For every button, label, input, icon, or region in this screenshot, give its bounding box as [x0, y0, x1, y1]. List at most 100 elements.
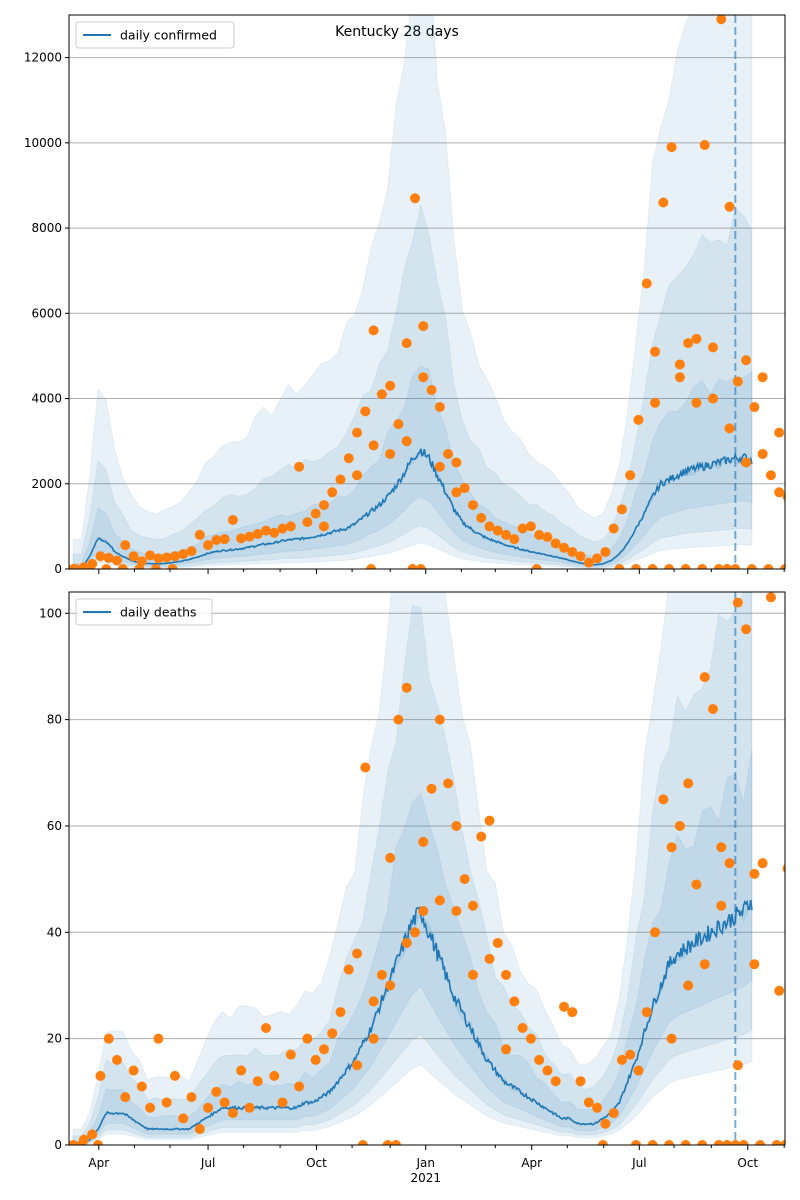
- y-tick-label: 40: [47, 925, 62, 939]
- observed-point: [393, 419, 404, 430]
- observed-point: [285, 521, 296, 532]
- observed-point: [534, 529, 545, 540]
- observed-point: [294, 1081, 305, 1092]
- observed-point: [327, 487, 338, 498]
- axes-frame: [68, 591, 786, 1146]
- deaths-panel: 0 20 40 60 80 100 Apr Jul Oct Jan Apr Jul Oct 2021 dai…: [39, 591, 786, 1185]
- observed-point: [87, 558, 98, 569]
- observed-point: [269, 1070, 280, 1081]
- observed-point: [178, 549, 189, 560]
- observed-point: [418, 372, 429, 383]
- observed-point: [236, 533, 247, 544]
- observed-point: [376, 969, 387, 980]
- observed-point: [749, 868, 760, 879]
- x-tick-label: Jul: [200, 1156, 215, 1170]
- observed-point: [318, 521, 329, 532]
- observed-point: [525, 1033, 536, 1044]
- legend: daily deaths: [75, 598, 213, 626]
- observed-point: [418, 906, 429, 917]
- observed-point: [757, 858, 768, 869]
- observed-point-zero: [680, 1140, 691, 1145]
- observed-point-zero: [730, 1140, 741, 1145]
- observed-point: [765, 592, 776, 603]
- observed-point: [732, 597, 743, 608]
- observed-point: [227, 1108, 238, 1119]
- y-tick-label: 20: [47, 1032, 62, 1046]
- observed-point: [227, 514, 238, 525]
- observed-point: [211, 1086, 222, 1097]
- uncertainty-band-0: [72, 592, 753, 1145]
- observed-point: [774, 427, 785, 438]
- observed-point: [368, 996, 379, 1007]
- median-line: [73, 899, 753, 1145]
- observed-point: [261, 1023, 272, 1034]
- observed-point: [426, 385, 437, 396]
- observed-point-zero: [664, 564, 675, 569]
- observed-point: [368, 325, 379, 336]
- observed-point: [318, 1044, 329, 1055]
- observed-point: [641, 278, 652, 289]
- observed-point: [567, 1007, 578, 1018]
- observed-point: [616, 504, 627, 515]
- observed-point: [434, 402, 445, 413]
- observed-point-zero: [647, 1140, 658, 1145]
- observed-point: [501, 529, 512, 540]
- observed-point: [583, 1097, 594, 1108]
- observed-point: [716, 900, 727, 911]
- observed-point: [592, 553, 603, 564]
- observed-point-zero: [382, 1140, 393, 1145]
- observed-point: [352, 1060, 363, 1071]
- observed-point: [153, 1033, 164, 1044]
- observed-point: [732, 1060, 743, 1071]
- observed-point: [674, 359, 685, 370]
- observed-point: [501, 969, 512, 980]
- observed-point-zero: [780, 1140, 785, 1145]
- observed-point: [269, 527, 280, 538]
- y-tick-label: 4000: [31, 392, 62, 406]
- y-tick-label: 6000: [31, 306, 62, 320]
- observed-point: [145, 550, 156, 561]
- observed-point: [741, 624, 752, 635]
- observed-point: [509, 996, 520, 1007]
- observed-point: [434, 895, 445, 906]
- observed-point: [87, 1129, 98, 1140]
- observed-point-zero: [680, 564, 691, 569]
- y-tick-label: 60: [47, 819, 62, 833]
- observed-point: [120, 540, 131, 551]
- observed-point: [401, 682, 412, 693]
- observed-point: [103, 552, 114, 563]
- observed-point: [294, 461, 305, 472]
- observed-point: [575, 1076, 586, 1087]
- y-tick-label: 8000: [31, 221, 62, 235]
- observed-point: [583, 557, 594, 568]
- observed-point: [302, 517, 313, 528]
- observed-point: [641, 1007, 652, 1018]
- observed-point: [426, 783, 437, 794]
- observed-point: [707, 393, 718, 404]
- observed-point: [674, 372, 685, 383]
- observed-point: [302, 1033, 313, 1044]
- observed-point: [699, 672, 710, 683]
- x-year-label: 2021: [410, 1171, 441, 1185]
- median-line: [73, 448, 753, 569]
- observed-point: [211, 535, 222, 546]
- observed-point: [277, 1097, 288, 1108]
- observed-point-zero: [117, 564, 128, 569]
- observed-point: [625, 470, 636, 481]
- observed-point: [335, 1007, 346, 1018]
- observed-point: [252, 1076, 263, 1087]
- observed-point: [707, 703, 718, 714]
- observed-point: [186, 1092, 197, 1103]
- observed-point-zero: [697, 564, 708, 569]
- observed-point: [128, 1065, 139, 1076]
- observed-point: [244, 1102, 255, 1113]
- observed-point: [666, 142, 677, 153]
- observed-point: [112, 1054, 123, 1065]
- legend: daily confirmed: [75, 21, 235, 49]
- observed-point: [691, 879, 702, 890]
- observed-point: [194, 529, 205, 540]
- observed-point: [782, 864, 785, 873]
- observed-point-zero: [738, 1140, 749, 1145]
- observed-point: [401, 338, 412, 349]
- observed-point: [443, 448, 454, 459]
